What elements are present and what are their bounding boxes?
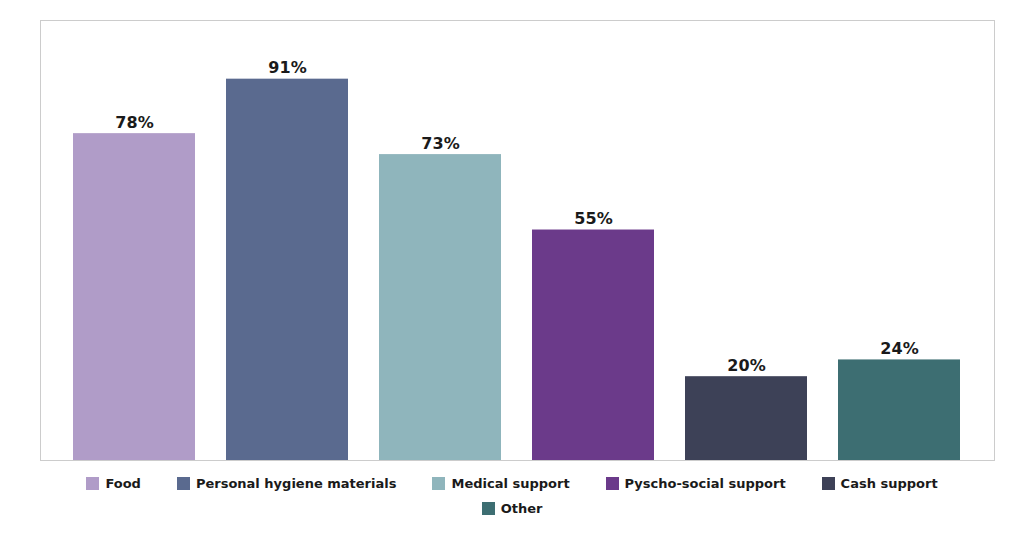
- html-text:Medical support: Medical support: [451, 476, 570, 491]
- svg-text:20%: 20%: [727, 356, 765, 375]
- html-text:Cash support: Cash support: [840, 476, 938, 491]
- svg-text:91%: 91%: [268, 58, 306, 77]
- svg-text:78%: 78%: [115, 113, 153, 132]
- html-text:Personal hygiene materials: Personal hygiene materials: [195, 476, 397, 491]
- svg-text:55%: 55%: [574, 209, 612, 228]
- svg-text:24%: 24%: [880, 339, 918, 358]
- html-text:Food: Food: [105, 476, 141, 491]
- html-text:Other: Other: [500, 501, 543, 516]
- html-text:Pyscho-social support: Pyscho-social support: [624, 476, 786, 491]
- svg-text:73%: 73%: [421, 134, 459, 153]
